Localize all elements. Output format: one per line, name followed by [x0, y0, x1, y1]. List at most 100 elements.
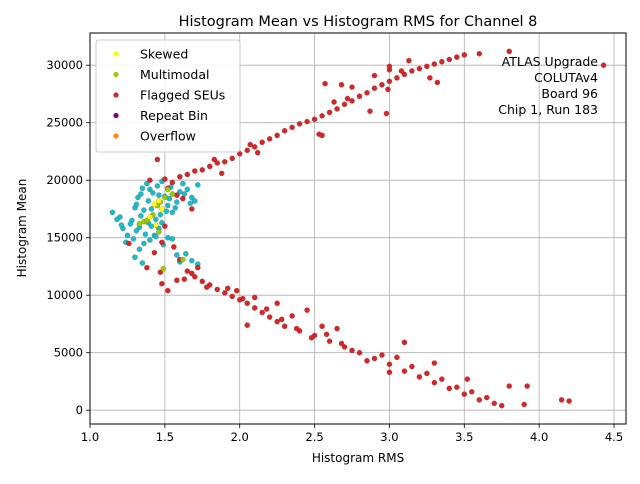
data-point [139, 185, 146, 192]
data-point [476, 397, 483, 403]
data-point [506, 48, 513, 55]
data-point [383, 110, 390, 117]
data-point [434, 79, 441, 86]
data-point [229, 155, 236, 162]
data-point [341, 101, 348, 108]
data-point [289, 124, 295, 131]
data-point [170, 244, 177, 250]
axes-frame [89, 32, 627, 425]
data-point [371, 72, 378, 79]
data-point [453, 54, 460, 61]
data-point [274, 300, 281, 307]
data-point [203, 284, 210, 290]
data-point [154, 183, 161, 189]
data-point [308, 334, 315, 341]
data-point [278, 316, 285, 323]
data-point [338, 340, 345, 347]
data-point [289, 313, 295, 319]
data-point [199, 278, 206, 285]
x-tick-label: 1.5 [156, 430, 174, 444]
data-point [394, 75, 400, 81]
data-point [349, 98, 355, 104]
data-point [394, 354, 400, 361]
data-point [224, 285, 231, 292]
data-point [124, 232, 131, 239]
x-tick-label: 3.5 [455, 430, 473, 444]
data-point [409, 68, 415, 74]
data-point [427, 75, 433, 81]
data-point [173, 199, 180, 205]
data-point [296, 121, 303, 127]
data-point [194, 181, 201, 188]
data-point [304, 118, 310, 125]
data-point [160, 265, 167, 272]
data-point [148, 206, 155, 212]
data-point [483, 394, 490, 401]
x-tick-label: 4.0 [530, 430, 548, 444]
legend-label: Overflow [140, 129, 196, 144]
x-tick-label: 2.0 [231, 430, 249, 444]
data-point [498, 402, 505, 409]
data-point [251, 144, 258, 150]
y-tick-label: 5000 [54, 346, 83, 360]
data-point [188, 194, 195, 201]
data-point [364, 89, 370, 96]
data-point [153, 216, 159, 223]
data-point [153, 233, 159, 240]
data-point [367, 108, 373, 115]
data-point [214, 286, 221, 293]
chart-title: Histogram Mean vs Histogram RMS for Chan… [179, 14, 538, 30]
data-point [162, 223, 168, 230]
data-point [191, 273, 198, 280]
data-point [144, 217, 150, 224]
data-point [506, 383, 513, 389]
data-point [491, 400, 498, 407]
data-point [159, 280, 165, 287]
data-point [218, 170, 225, 177]
data-point [247, 141, 254, 148]
data-point [371, 85, 378, 92]
data-point [476, 50, 483, 57]
data-point [251, 305, 258, 311]
annotation-line-1: ATLAS Upgrade [502, 54, 599, 69]
legend-marker [113, 112, 119, 119]
data-point [416, 374, 423, 380]
data-point [173, 252, 180, 258]
data-point [461, 391, 468, 397]
data-point [179, 256, 186, 263]
data-point [431, 61, 438, 67]
data-points [109, 48, 607, 409]
data-point [188, 206, 195, 212]
data-point [151, 249, 158, 256]
x-tick-label: 1.0 [81, 430, 99, 444]
data-point [386, 63, 393, 70]
data-point [191, 168, 198, 174]
data-point [133, 227, 140, 234]
data-point [281, 323, 288, 330]
data-point [461, 52, 468, 58]
data-point [349, 84, 355, 90]
data-point [386, 78, 393, 85]
data-point [409, 363, 415, 370]
data-point [163, 208, 170, 215]
data-point [468, 388, 475, 395]
x-tick-label: 2.5 [305, 430, 323, 444]
annotation-line-3: Board 96 [541, 86, 598, 101]
data-point [199, 167, 206, 173]
data-point [136, 221, 143, 227]
data-point [153, 222, 159, 228]
data-point [558, 397, 565, 403]
data-point [156, 229, 162, 235]
data-point [135, 194, 141, 201]
data-point [191, 198, 198, 204]
data-point [431, 360, 438, 366]
data-point [147, 186, 153, 193]
data-point [319, 132, 325, 139]
data-point [132, 254, 138, 261]
data-point [266, 135, 273, 142]
data-point [371, 355, 378, 362]
data-point [446, 56, 453, 63]
data-point [521, 401, 528, 408]
data-point [364, 357, 370, 364]
